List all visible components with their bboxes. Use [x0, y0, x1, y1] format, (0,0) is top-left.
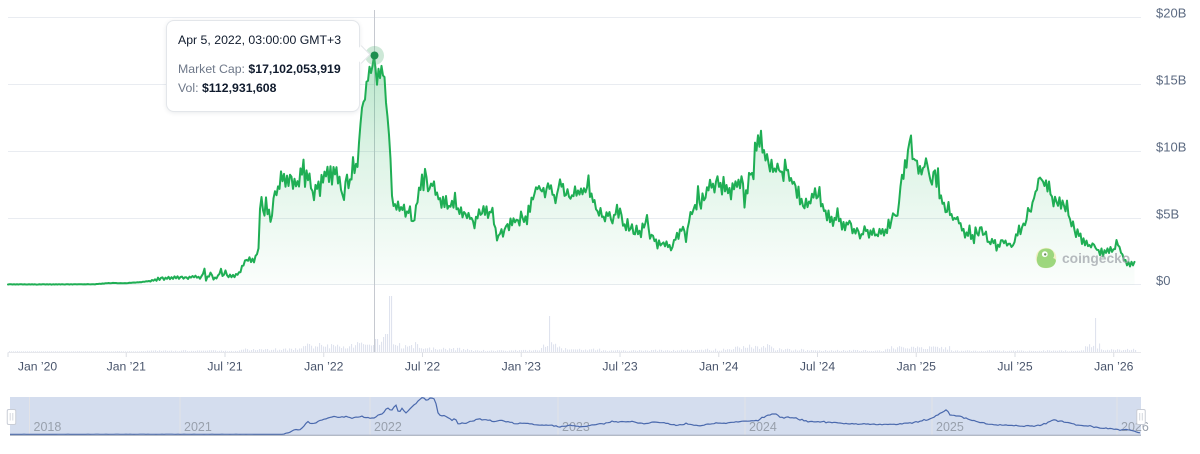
svg-text:2018: 2018	[34, 420, 62, 434]
svg-text:2024: 2024	[749, 420, 777, 434]
svg-text:Jul ’23: Jul ’23	[602, 360, 637, 374]
svg-text:Jan ’20: Jan ’20	[18, 360, 58, 374]
svg-text:Jul ’21: Jul ’21	[207, 360, 242, 374]
svg-text:Jan ’25: Jan ’25	[897, 360, 937, 374]
svg-text:2022: 2022	[374, 420, 402, 434]
svg-text:Jan ’23: Jan ’23	[502, 360, 542, 374]
svg-text:2023: 2023	[562, 420, 590, 434]
svg-text:$15B: $15B	[1156, 73, 1186, 88]
svg-text:Jan ’24: Jan ’24	[699, 360, 739, 374]
svg-text:coingecko: coingecko	[1062, 251, 1130, 266]
svg-text:Jul ’24: Jul ’24	[800, 360, 835, 374]
svg-text:2025: 2025	[936, 420, 964, 434]
svg-text:$20B: $20B	[1156, 6, 1186, 21]
svg-text:Jan ’22: Jan ’22	[304, 360, 344, 374]
svg-text:$0: $0	[1156, 273, 1170, 288]
svg-text:Jan ’26: Jan ’26	[1094, 360, 1134, 374]
svg-text:Jan ’21: Jan ’21	[107, 360, 147, 374]
svg-text:$5B: $5B	[1156, 207, 1179, 222]
svg-text:Jul ’25: Jul ’25	[997, 360, 1032, 374]
svg-text:2021: 2021	[184, 420, 212, 434]
svg-text:$10B: $10B	[1156, 140, 1186, 155]
svg-text:Jul ’22: Jul ’22	[405, 360, 440, 374]
